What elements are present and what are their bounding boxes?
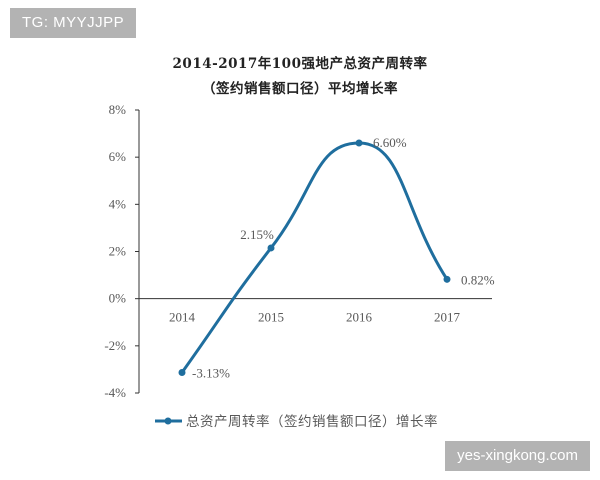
y-tick-label: 2% <box>109 244 127 259</box>
y-tick-label: 6% <box>109 149 127 164</box>
data-label: 6.60% <box>373 135 407 150</box>
x-tick-label: 2014 <box>169 310 196 325</box>
y-tick-label: 8% <box>109 102 127 117</box>
x-tick-label: 2015 <box>258 310 284 325</box>
y-tick-label: 4% <box>109 196 127 211</box>
y-tick-label: 0% <box>109 291 127 306</box>
data-point <box>355 139 363 147</box>
legend-point-marker <box>164 417 172 425</box>
data-point <box>443 275 451 283</box>
data-label: 0.82% <box>461 272 495 287</box>
data-point <box>178 368 186 376</box>
series-line <box>180 141 449 374</box>
chart-title: 2014-2017年100强地产总资产周转率 <box>172 56 428 72</box>
data-point <box>267 244 275 252</box>
x-tick-label: 2017 <box>434 310 461 325</box>
y-tick-label: -2% <box>104 338 126 353</box>
y-tick-label: -4% <box>104 385 126 400</box>
data-label: 2.15% <box>240 227 274 242</box>
website-watermark: yes-xingkong.com <box>445 441 590 471</box>
legend-label: 总资产周转率（签约销售额口径）增长率 <box>186 413 438 429</box>
chart-subtitle: （签约销售额口径）平均增长率 <box>202 81 398 97</box>
channel-tag: TG: MYYJJPP <box>10 8 137 38</box>
x-tick-label: 2016 <box>346 310 373 325</box>
data-label: -3.13% <box>192 365 230 380</box>
